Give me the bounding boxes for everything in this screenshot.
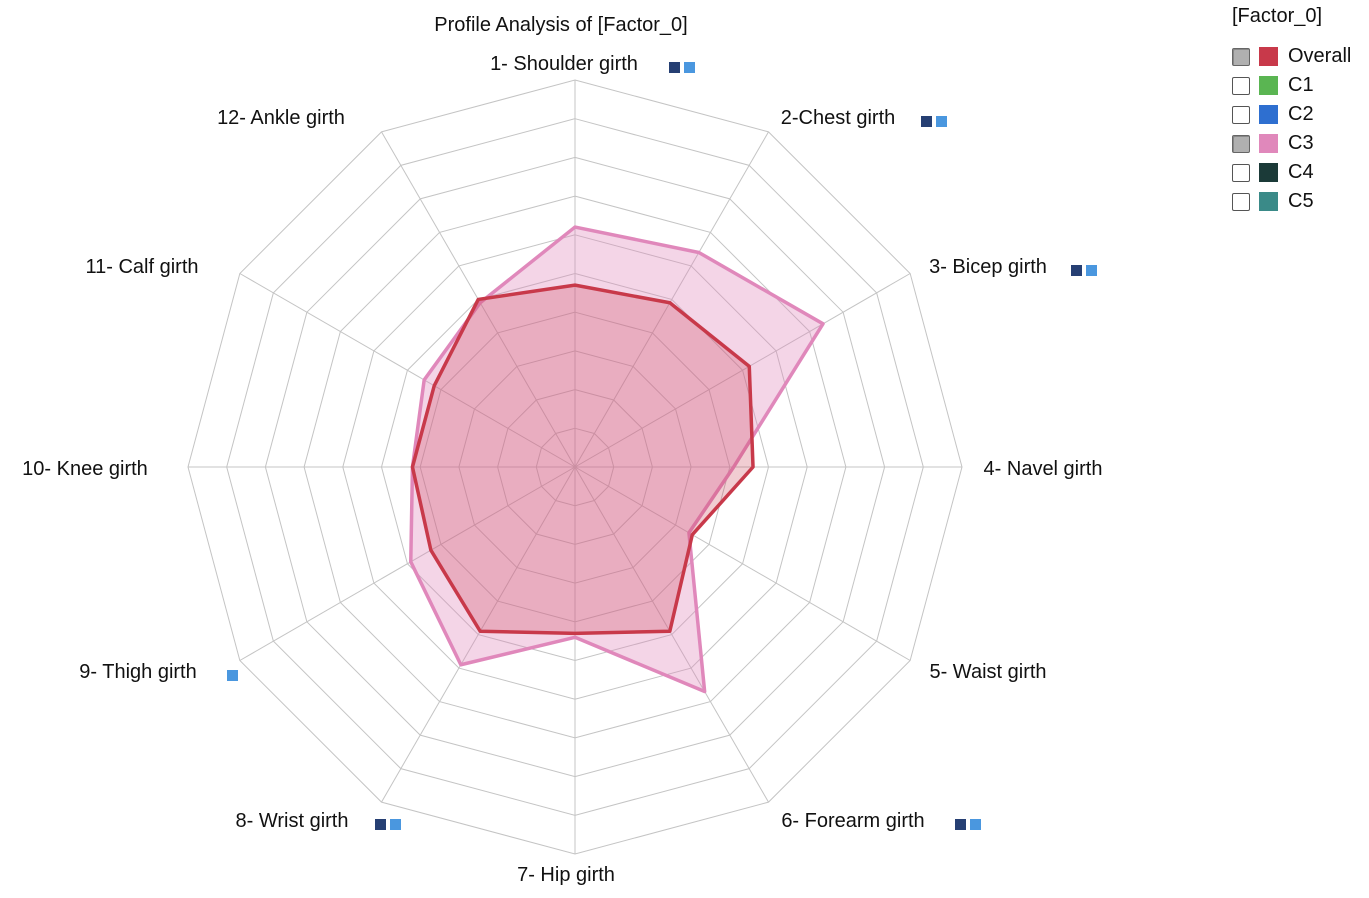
axis-label-7: 7- Hip girth — [517, 864, 615, 886]
axis-label-11: 11- Calf girth — [85, 256, 198, 278]
axis-label-3: 3- Bicep girth — [929, 256, 1047, 278]
legend-swatch-c5 — [1259, 192, 1278, 211]
legend-checkbox-overall[interactable] — [1232, 47, 1250, 66]
spoke-5 — [574, 466, 911, 661]
spoke-9 — [239, 466, 576, 661]
radar-grid — [187, 79, 963, 855]
series-overall — [410, 283, 755, 636]
axis-label-9: 9- Thigh girth — [79, 661, 196, 683]
spoke-6 — [574, 466, 769, 803]
legend-item-overall[interactable]: Overall — [1232, 42, 1367, 71]
legend-item-c4[interactable]: C4 — [1232, 158, 1367, 187]
chart-title: Profile Analysis of [Factor_0] — [434, 14, 687, 36]
legend-checkbox-c2[interactable] — [1232, 105, 1250, 124]
legend-label-overall: Overall — [1288, 45, 1352, 67]
axis-marker-3-light — [1086, 265, 1097, 276]
legend-label-c2: C2 — [1288, 103, 1314, 125]
legend: [Factor_0] Overall C1 C2 C3 C4 C5 — [1232, 5, 1367, 216]
legend-label-c5: C5 — [1288, 190, 1314, 212]
axis-labels: 1- Shoulder girth 2-Chest girth 3- Bicep g… — [22, 53, 1102, 886]
spoke-8 — [381, 466, 576, 803]
axis-marker-9-light — [227, 670, 238, 681]
axis-label-12: 12- Ankle girth — [217, 107, 345, 129]
legend-item-c2[interactable]: C2 — [1232, 100, 1367, 129]
axis-marker-1-light — [684, 62, 695, 73]
spoke-3 — [574, 273, 911, 468]
legend-swatch-c4 — [1259, 163, 1278, 182]
axis-label-2: 2-Chest girth — [781, 107, 896, 129]
axis-markers — [227, 62, 1097, 830]
legend-item-c3[interactable]: C3 — [1232, 129, 1367, 158]
axis-label-4: 4- Navel girth — [984, 458, 1103, 480]
axis-marker-8-light — [390, 819, 401, 830]
legend-checkbox-c4[interactable] — [1232, 163, 1250, 182]
legend-swatch-c3 — [1259, 134, 1278, 153]
legend-swatch-c2 — [1259, 105, 1278, 124]
legend-swatch-c1 — [1259, 76, 1278, 95]
axis-marker-1-dark — [669, 62, 680, 73]
legend-item-c1[interactable]: C1 — [1232, 71, 1367, 100]
axis-label-1: 1- Shoulder girth — [490, 53, 638, 75]
spoke-2 — [574, 131, 769, 468]
legend-label-c1: C1 — [1288, 74, 1314, 96]
legend-title: [Factor_0] — [1232, 5, 1323, 27]
axis-marker-3-dark — [1071, 265, 1082, 276]
legend-checkbox-c3[interactable] — [1232, 134, 1250, 153]
radar-series — [409, 225, 825, 694]
axis-marker-6-light — [970, 819, 981, 830]
spoke-11 — [239, 273, 576, 468]
axis-label-6: 6- Forearm girth — [781, 810, 924, 832]
axis-label-10: 10- Knee girth — [22, 458, 148, 480]
axis-label-8: 8- Wrist girth — [236, 810, 349, 832]
legend-label-c4: C4 — [1288, 161, 1314, 183]
legend-item-c5[interactable]: C5 — [1232, 187, 1367, 216]
legend-swatch-overall — [1259, 47, 1278, 66]
axis-marker-8-dark — [375, 819, 386, 830]
axis-marker-2-dark — [921, 116, 932, 127]
axis-marker-6-dark — [955, 819, 966, 830]
axis-label-5: 5- Waist girth — [929, 661, 1046, 683]
legend-checkbox-c1[interactable] — [1232, 76, 1250, 95]
legend-checkbox-c5[interactable] — [1232, 192, 1250, 211]
legend-items: Overall C1 C2 C3 C4 C5 — [1232, 42, 1367, 216]
axis-marker-2-light — [936, 116, 947, 127]
legend-label-c3: C3 — [1288, 132, 1314, 154]
